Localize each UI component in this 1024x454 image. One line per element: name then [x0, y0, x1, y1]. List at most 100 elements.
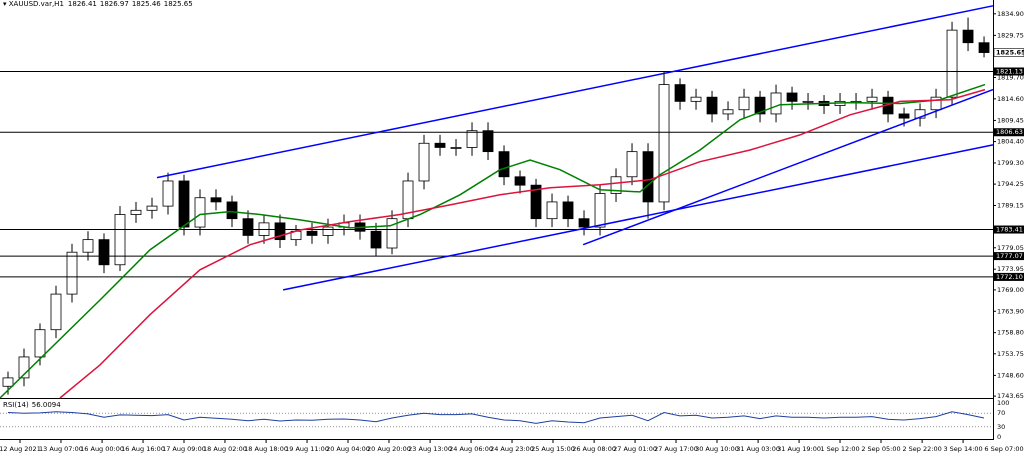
x-tick-label: 31 Aug 19:00	[777, 445, 821, 453]
x-tick-label: 25 Aug 15:00	[531, 445, 575, 453]
level-label-box	[994, 67, 1024, 76]
header-high: 1826.97	[100, 0, 129, 8]
chart-line	[156, 5, 994, 179]
y-tick-label: 1748.60	[997, 371, 1024, 379]
x-tick-label: 12 Aug 2021	[0, 445, 41, 453]
x-tick-label: 3 Sep 14:00	[943, 445, 982, 453]
candle-body	[978, 42, 990, 53]
candle-body	[962, 29, 974, 44]
candle-body	[754, 96, 766, 115]
header-arrow: ▾	[3, 0, 9, 8]
y-tick-label: 1758.80	[997, 329, 1024, 337]
candle-body	[306, 230, 318, 236]
candle-body	[130, 209, 142, 215]
candle-body	[162, 180, 174, 207]
x-tick-label: 2 Sep 22:00	[902, 445, 941, 453]
y-tick-label: 1779.05	[997, 244, 1024, 252]
candle-body	[482, 130, 494, 153]
x-tick-label: 18 Aug 18:00	[244, 445, 288, 453]
candle-body	[450, 147, 462, 149]
candle-body	[386, 218, 398, 249]
candle-body	[770, 92, 782, 115]
candle-body	[690, 96, 702, 102]
level-label: 1821.13	[996, 67, 1023, 75]
y-tick-label: 1789.15	[997, 201, 1024, 209]
candle-body	[18, 356, 30, 379]
x-tick-label: 13 Aug 07:00	[39, 445, 83, 453]
candle-body	[946, 29, 958, 98]
chart-line	[59, 88, 986, 399]
candle-body	[2, 377, 14, 387]
x-tick-label: 6 Sep 07:00	[984, 445, 1023, 453]
candle-body	[322, 226, 334, 236]
candle-body	[498, 151, 510, 178]
symbol: XAUUSD.var,H1	[9, 0, 64, 8]
x-tick-label: 31 Aug 03:00	[736, 445, 780, 453]
candle-body	[226, 201, 238, 220]
y-tick-label: 1773.95	[997, 265, 1024, 273]
candle-body	[642, 151, 654, 203]
candle-body	[434, 142, 446, 148]
candle-body	[194, 197, 206, 228]
y-tick-label: 1769.00	[997, 286, 1024, 294]
rsi-tick-label: 30	[997, 423, 1005, 431]
level-label-box	[994, 252, 1024, 261]
candle-body	[514, 176, 526, 186]
y-tick-label: 1814.60	[997, 95, 1024, 103]
rsi-header: RSI(14) 56.0094	[3, 401, 61, 409]
y-tick-label: 1763.90	[997, 307, 1024, 315]
level-label-box	[994, 225, 1024, 234]
candle-body	[546, 201, 558, 220]
candle-body	[530, 184, 542, 220]
x-tick-label: 27 Aug 01:00	[613, 445, 657, 453]
candle-body	[866, 96, 878, 102]
x-tick-label: 17 Aug 09:00	[162, 445, 206, 453]
candle-body	[98, 239, 110, 266]
candle-body	[562, 201, 574, 220]
x-tick-label: 24 Aug 06:00	[449, 445, 493, 453]
x-tick-label: 16 Aug 16:00	[121, 445, 165, 453]
candle-body	[50, 293, 62, 331]
candle-body	[578, 218, 590, 228]
rsi-tick-label: 100	[997, 399, 1009, 407]
x-tick-label: 16 Aug 00:00	[80, 445, 124, 453]
x-tick-label: 19 Aug 11:00	[285, 445, 329, 453]
rsi-line	[7, 411, 985, 424]
x-tick-label: 2 Sep 05:00	[861, 445, 900, 453]
chart-line	[282, 144, 994, 291]
candle-body	[914, 109, 926, 119]
level-label: 1777.07	[996, 252, 1023, 260]
rsi-label: RSI(14)	[3, 401, 29, 409]
y-tick-label: 1794.25	[997, 180, 1024, 188]
chart-line	[0, 83, 986, 399]
x-tick-label: 23 Aug 13:00	[408, 445, 452, 453]
candle-body	[66, 251, 78, 295]
y-tick-label: 1753.75	[997, 350, 1024, 358]
candle-body	[594, 193, 606, 228]
candle-body	[370, 230, 382, 249]
candle-body	[242, 218, 254, 236]
rsi-tick-label: 0	[997, 433, 1001, 441]
candle-body	[786, 92, 798, 102]
level-label-box	[994, 128, 1024, 137]
candle-body	[82, 239, 94, 253]
last-price-box	[993, 48, 1024, 57]
candle-body	[210, 197, 222, 203]
candle-body	[418, 142, 430, 182]
chart-line	[582, 88, 994, 246]
y-tick-label: 1799.30	[997, 159, 1024, 167]
x-tick-label: 20 Aug 20:00	[367, 445, 411, 453]
candle-body	[178, 180, 190, 228]
level-label: 1783.41	[996, 226, 1023, 234]
candle-body	[466, 130, 478, 148]
candle-body	[930, 96, 942, 111]
candle-body	[34, 329, 46, 358]
rsi-value: 56.0094	[32, 401, 61, 409]
candle-body	[706, 96, 718, 115]
header-low: 1825.46	[132, 0, 161, 8]
y-tick-label: 1809.45	[997, 116, 1024, 124]
header-open: 1826.41	[68, 0, 97, 8]
y-tick-label: 1743.65	[997, 392, 1024, 400]
